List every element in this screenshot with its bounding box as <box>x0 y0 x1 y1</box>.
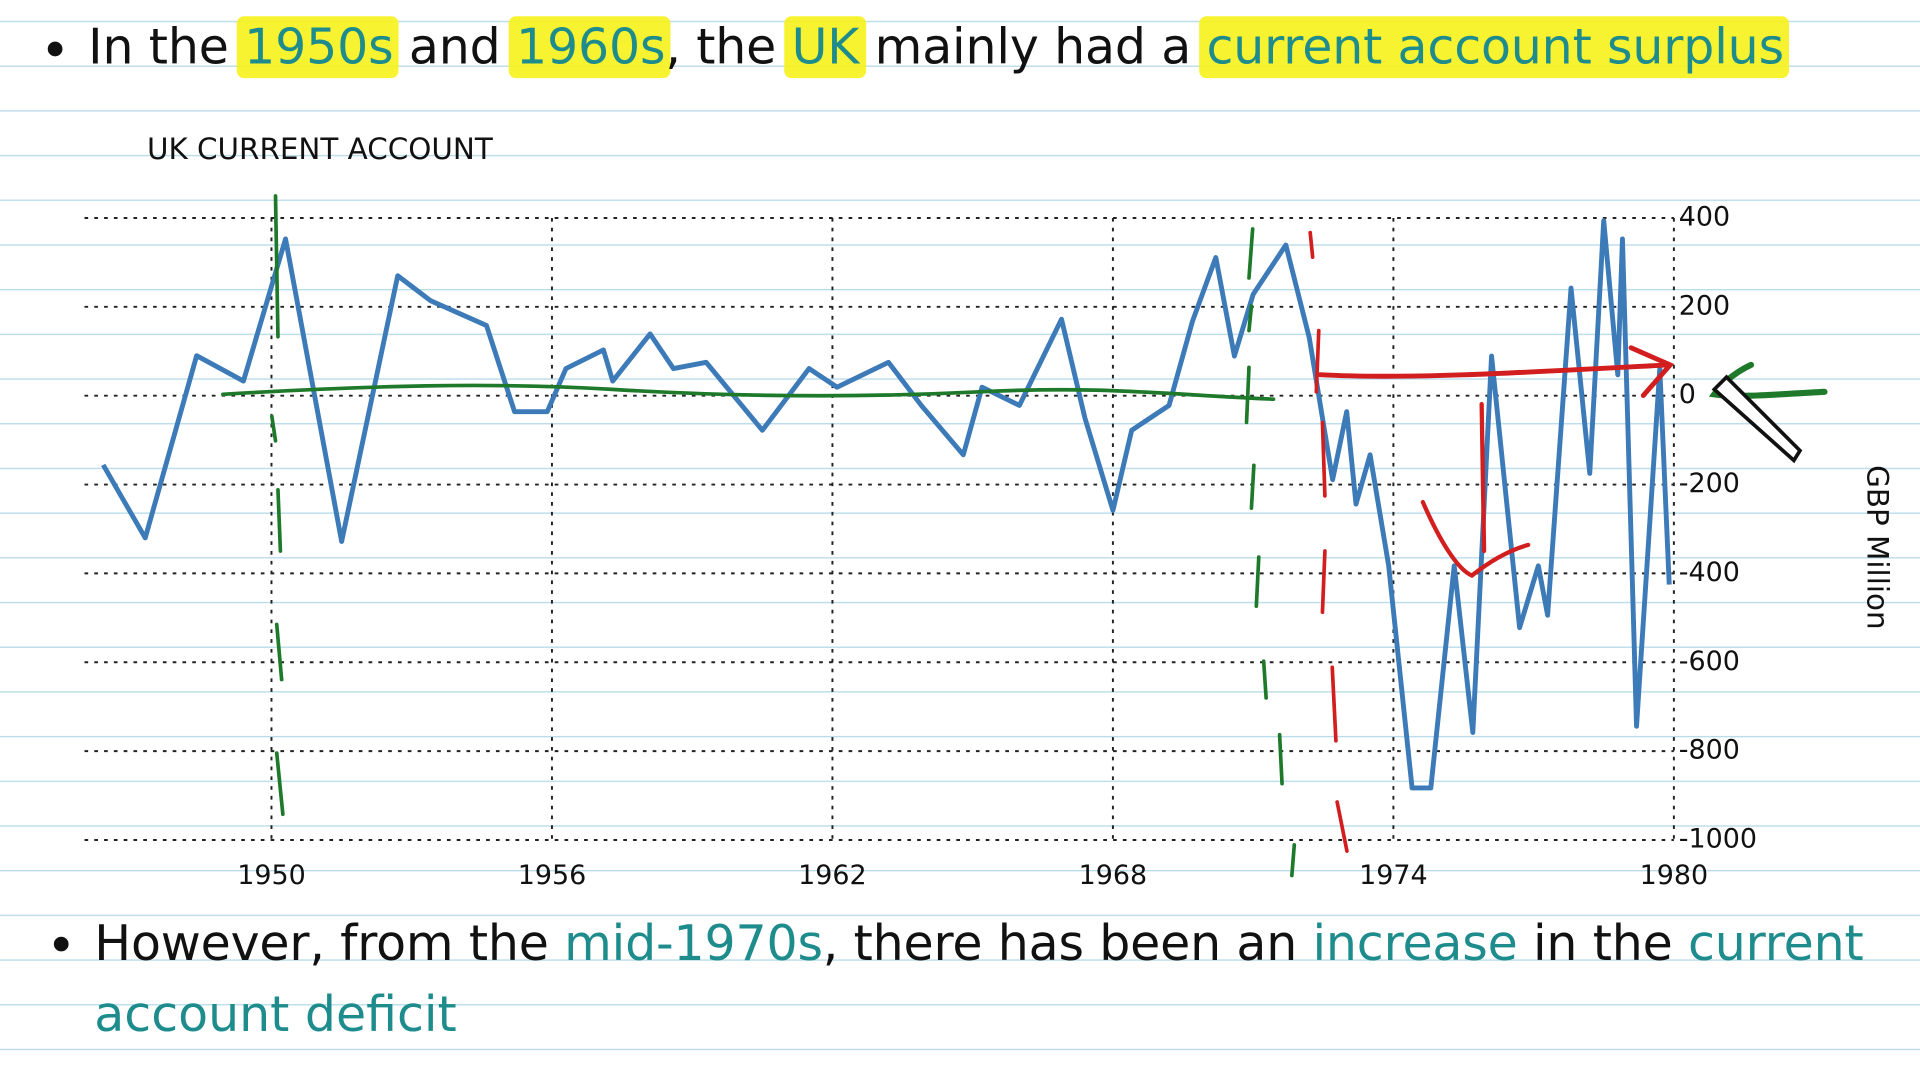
text: and <box>393 19 516 76</box>
dashed-stroke <box>1308 230 1349 853</box>
text: mid-1970s <box>564 915 823 972</box>
x-tick-label: 1950 <box>237 860 306 891</box>
annotations <box>221 194 1828 878</box>
text: current <box>1688 915 1864 972</box>
y-tick-label: -800 <box>1679 735 1740 766</box>
bullet-1: In the 1950s and 1960s, the UK mainly ha… <box>88 19 1784 76</box>
x-tick-label: 1962 <box>798 860 867 891</box>
y-tick-label: 0 <box>1679 379 1696 410</box>
highlights <box>236 16 1789 79</box>
x-tick-label: 1968 <box>1079 860 1148 891</box>
text: , there has been an <box>823 915 1313 972</box>
series-line <box>101 218 1672 791</box>
text: mainly had a <box>859 19 1206 76</box>
bullet-2-cont: account deficit <box>94 986 456 1043</box>
y-tick-label: -1000 <box>1679 824 1757 855</box>
x-tick-label: 1974 <box>1359 860 1428 891</box>
y-axis-label: GBP Million <box>1860 465 1894 630</box>
text: 1960s <box>516 19 666 76</box>
y-tick-label: 400 <box>1679 201 1730 232</box>
highlight <box>1199 16 1789 79</box>
x-tick-label: 1956 <box>518 860 587 891</box>
text: However, from the <box>94 915 564 972</box>
text: , the <box>665 19 791 76</box>
bullet-dot <box>47 41 63 57</box>
highlight <box>784 16 867 79</box>
dashed-stroke <box>1244 227 1297 878</box>
text: current account surplus <box>1207 19 1785 76</box>
bullet-dot <box>53 936 69 952</box>
y-tick-label: -200 <box>1679 468 1740 499</box>
check-stroke <box>1420 401 1531 578</box>
y-tick-label: 200 <box>1679 290 1730 321</box>
pen-cursor <box>1711 374 1803 464</box>
y-tick-label: -600 <box>1679 646 1740 677</box>
highlight <box>236 16 399 79</box>
text: 1950s <box>244 19 394 76</box>
dashed-stroke <box>270 194 285 817</box>
arrow-stroke <box>1317 345 1675 398</box>
chart-title: UK CURRENT ACCOUNT <box>147 132 494 166</box>
bullet-2: However, from the mid-1970s, there has b… <box>94 915 1863 972</box>
y-tick-label: -400 <box>1679 557 1740 588</box>
text: increase <box>1312 915 1517 972</box>
x-tick-label: 1980 <box>1640 860 1709 891</box>
highlight <box>508 16 671 79</box>
text: UK <box>792 19 862 76</box>
text: in the <box>1518 915 1689 972</box>
text: In the <box>88 19 244 76</box>
trend-stroke <box>221 383 1276 402</box>
